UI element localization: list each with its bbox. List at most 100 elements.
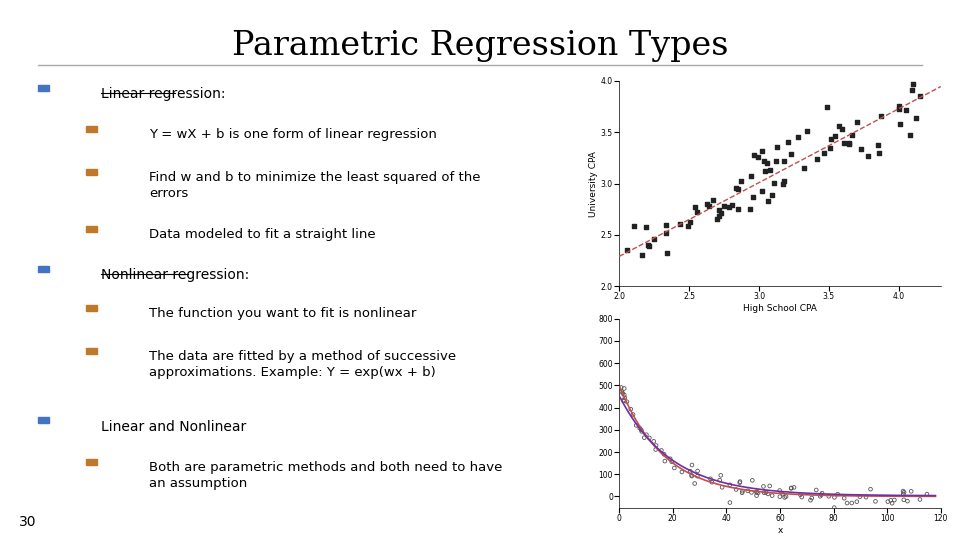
X-axis label: x: x bbox=[778, 525, 782, 535]
Point bbox=[641, 434, 657, 442]
Point bbox=[732, 477, 748, 486]
Point bbox=[880, 497, 896, 506]
Point bbox=[772, 486, 787, 495]
Point bbox=[616, 396, 632, 404]
Point bbox=[626, 222, 641, 231]
Point bbox=[689, 207, 705, 216]
Point bbox=[902, 130, 918, 139]
Point bbox=[823, 144, 838, 153]
Point bbox=[860, 152, 876, 160]
Point bbox=[629, 421, 644, 430]
Point bbox=[831, 122, 847, 131]
Point bbox=[814, 489, 829, 497]
Point bbox=[731, 204, 746, 213]
Point bbox=[730, 184, 745, 193]
Point bbox=[791, 133, 806, 141]
Point bbox=[842, 140, 857, 149]
Point bbox=[759, 159, 775, 167]
Point bbox=[722, 498, 737, 507]
Point bbox=[903, 487, 919, 496]
Point bbox=[635, 251, 650, 259]
Point bbox=[776, 180, 791, 189]
Point bbox=[830, 490, 846, 498]
Point bbox=[746, 193, 761, 201]
Text: 30: 30 bbox=[19, 515, 36, 529]
Point bbox=[899, 106, 914, 114]
Point bbox=[712, 476, 728, 484]
Text: The function you want to fit is nonlinear: The function you want to fit is nonlinea… bbox=[149, 307, 417, 320]
Point bbox=[749, 491, 764, 500]
Point bbox=[683, 467, 698, 476]
Point bbox=[751, 489, 766, 497]
Point bbox=[648, 441, 663, 450]
Point bbox=[740, 487, 756, 495]
Point bbox=[841, 138, 856, 147]
Point bbox=[690, 467, 706, 475]
Point bbox=[755, 146, 770, 155]
Point bbox=[684, 471, 699, 480]
Point bbox=[836, 138, 852, 147]
Point bbox=[722, 203, 737, 212]
Point bbox=[666, 464, 682, 472]
Point bbox=[745, 476, 760, 485]
Point bbox=[713, 471, 729, 480]
Point bbox=[619, 246, 635, 254]
Point bbox=[835, 124, 851, 133]
Point bbox=[659, 228, 674, 237]
Point bbox=[657, 450, 672, 458]
Point bbox=[660, 248, 675, 257]
Point bbox=[783, 484, 799, 492]
Point bbox=[850, 118, 865, 126]
Point bbox=[912, 495, 927, 504]
Point bbox=[786, 483, 802, 492]
Point bbox=[634, 427, 649, 436]
Point bbox=[732, 478, 748, 487]
Point bbox=[808, 485, 824, 494]
Text: Nonlinear regression:: Nonlinear regression: bbox=[101, 268, 249, 282]
Point bbox=[658, 221, 673, 230]
Point bbox=[868, 497, 883, 505]
Point bbox=[764, 491, 780, 500]
Point bbox=[887, 496, 902, 504]
Point bbox=[804, 494, 820, 502]
Point bbox=[777, 493, 792, 502]
Point bbox=[758, 488, 774, 497]
Point bbox=[683, 218, 698, 227]
Point bbox=[711, 206, 727, 214]
Point bbox=[812, 492, 828, 501]
Text: Both are parametric methods and both need to have
an assumption: Both are parametric methods and both nee… bbox=[149, 461, 502, 490]
Point bbox=[772, 492, 787, 501]
Point bbox=[616, 390, 632, 399]
Point bbox=[836, 494, 852, 503]
Point bbox=[702, 202, 717, 211]
Point bbox=[708, 215, 724, 224]
Text: Parametric Regression Types: Parametric Regression Types bbox=[231, 30, 729, 62]
Point bbox=[625, 410, 640, 419]
Point bbox=[756, 157, 772, 166]
Point bbox=[844, 130, 859, 139]
Point bbox=[747, 150, 762, 159]
Point bbox=[615, 389, 631, 397]
Point bbox=[614, 387, 630, 396]
Point bbox=[900, 497, 915, 505]
Point bbox=[703, 475, 718, 483]
Point bbox=[749, 488, 764, 496]
Point bbox=[799, 126, 814, 135]
Point bbox=[646, 437, 661, 445]
Text: The data are fitted by a method of successive
approximations. Example: Y = exp(w: The data are fitted by a method of succe… bbox=[149, 350, 456, 380]
Point bbox=[884, 499, 900, 508]
Point bbox=[896, 496, 911, 504]
Point bbox=[674, 468, 689, 476]
Point bbox=[734, 489, 750, 497]
Point bbox=[892, 104, 907, 113]
Point bbox=[638, 430, 654, 439]
Point bbox=[733, 177, 749, 185]
Point bbox=[764, 191, 780, 199]
Point bbox=[883, 496, 899, 504]
Point bbox=[636, 433, 652, 442]
Point bbox=[756, 482, 771, 491]
Text: Linear regression:: Linear regression: bbox=[101, 87, 226, 102]
Point bbox=[658, 457, 673, 465]
Point bbox=[813, 490, 828, 499]
Point bbox=[769, 143, 784, 151]
